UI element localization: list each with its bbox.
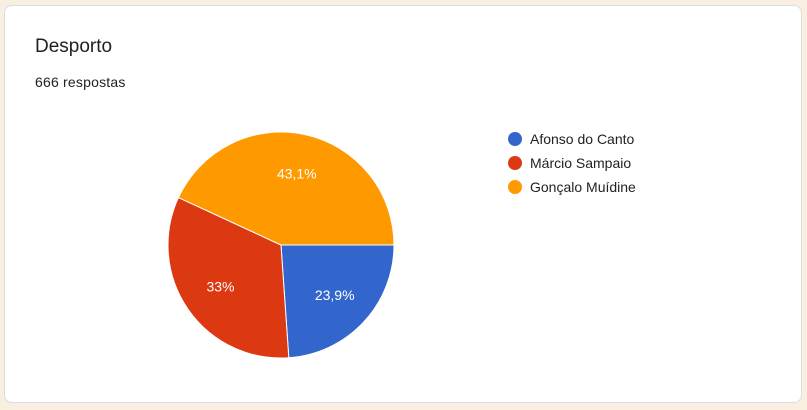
legend-item[interactable]: Márcio Sampaio <box>508 151 636 175</box>
slice-label: 23,9% <box>315 287 355 303</box>
response-count: 666 respostas <box>35 74 126 90</box>
legend-swatch-icon <box>508 156 522 170</box>
chart-card: Desporto 666 respostas <box>4 5 802 403</box>
slice-label: 33% <box>206 279 234 295</box>
question-title: Desporto <box>35 36 113 57</box>
legend-swatch-icon <box>508 132 522 146</box>
pie-slice[interactable] <box>280 244 395 359</box>
legend-item[interactable]: Afonso do Canto <box>508 127 636 151</box>
pie-slice[interactable] <box>167 196 290 359</box>
pie-slice[interactable] <box>177 131 395 246</box>
legend-swatch-icon <box>508 180 522 194</box>
slice-label: 43,1% <box>277 165 317 181</box>
legend-item[interactable]: Gonçalo Muídine <box>508 175 636 199</box>
legend: Afonso do Canto Márcio Sampaio Gonçalo M… <box>508 127 636 199</box>
legend-label: Afonso do Canto <box>530 131 635 147</box>
legend-label: Gonçalo Muídine <box>530 179 636 195</box>
legend-label: Márcio Sampaio <box>530 155 632 171</box>
